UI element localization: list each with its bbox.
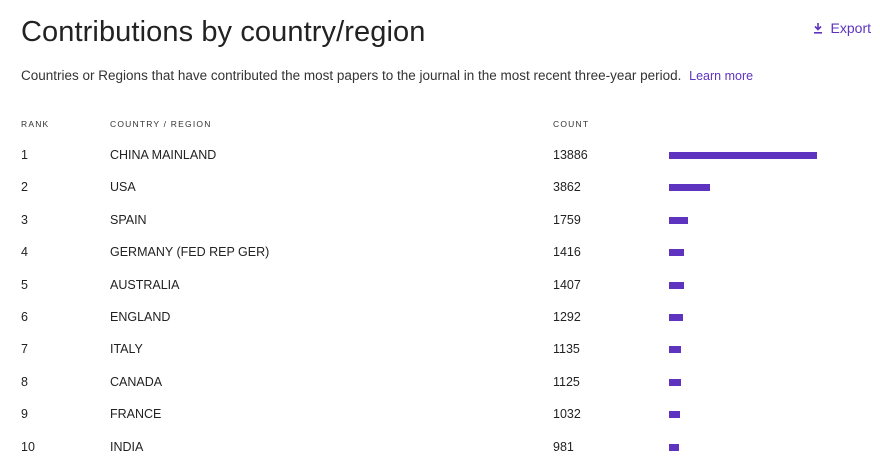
table-row: 10 INDIA 981: [0, 440, 880, 460]
table-row: 2 USA 3862: [0, 180, 880, 200]
rank-cell: 9: [21, 407, 28, 422]
count-cell: 1125: [553, 374, 580, 389]
country-cell: ITALY: [110, 342, 143, 357]
export-button[interactable]: Export: [813, 20, 871, 36]
count-bar: [669, 378, 681, 386]
page-title: Contributions by country/region: [21, 16, 426, 48]
country-cell: CHINA MAINLAND: [110, 148, 217, 162]
count-cell: 1759: [553, 212, 581, 227]
count-bar: [669, 411, 680, 419]
table-row: 9 FRANCE 1032: [0, 407, 880, 427]
country-cell: INDIA: [110, 439, 144, 454]
count-bar: [669, 152, 817, 159]
page-description: Countries or Regions that have contribut…: [21, 68, 753, 83]
description-text: Countries or Regions that have contribut…: [21, 68, 682, 83]
count-bar: [669, 249, 684, 257]
count-cell: 13886: [553, 148, 588, 162]
rank-cell: 10: [21, 439, 35, 454]
column-header-country: COUNTRY / REGION: [110, 119, 212, 129]
export-label: Export: [830, 20, 871, 36]
rank-cell: 7: [21, 342, 28, 357]
count-bar: [669, 216, 688, 224]
table-row: 7 ITALY 1135: [0, 342, 880, 362]
count-cell: 1292: [553, 310, 581, 324]
rank-cell: 4: [21, 245, 28, 260]
column-header-rank: RANK: [21, 119, 50, 129]
rank-cell: 8: [21, 374, 28, 389]
rank-cell: 3: [21, 212, 28, 227]
table-row: 4 GERMANY (FED REP GER) 1416: [0, 245, 880, 265]
count-bar: [669, 184, 710, 192]
count-cell: 1416: [553, 245, 581, 260]
rank-cell: 1: [21, 148, 28, 162]
count-cell: 1032: [553, 407, 581, 422]
rank-cell: 6: [21, 310, 28, 324]
table-row: 1 CHINA MAINLAND 13886: [0, 148, 880, 168]
country-cell: AUSTRALIA: [110, 277, 180, 292]
country-cell: FRANCE: [110, 407, 162, 422]
country-cell: USA: [110, 180, 136, 195]
country-cell: CANADA: [110, 374, 163, 389]
rank-cell: 5: [21, 277, 28, 292]
table-row: 3 SPAIN 1759: [0, 213, 880, 233]
count-cell: 1407: [553, 277, 581, 292]
count-bar: [669, 443, 679, 451]
download-icon: [813, 22, 823, 34]
count-bar: [669, 314, 683, 321]
count-cell: 981: [553, 439, 574, 454]
country-cell: GERMANY (FED REP GER): [110, 245, 270, 260]
rank-cell: 2: [21, 180, 28, 195]
table-row: 8 CANADA 1125: [0, 375, 880, 395]
count-bar: [669, 281, 684, 289]
table-row: 6 ENGLAND 1292: [0, 310, 880, 330]
country-cell: ENGLAND: [110, 310, 171, 324]
country-cell: SPAIN: [110, 212, 147, 227]
count-bar: [669, 346, 681, 354]
learn-more-link[interactable]: Learn more: [689, 69, 754, 83]
column-header-count: COUNT: [553, 119, 590, 129]
table-row: 5 AUSTRALIA 1407: [0, 278, 880, 298]
count-cell: 1135: [553, 342, 580, 357]
count-cell: 3862: [553, 180, 581, 195]
